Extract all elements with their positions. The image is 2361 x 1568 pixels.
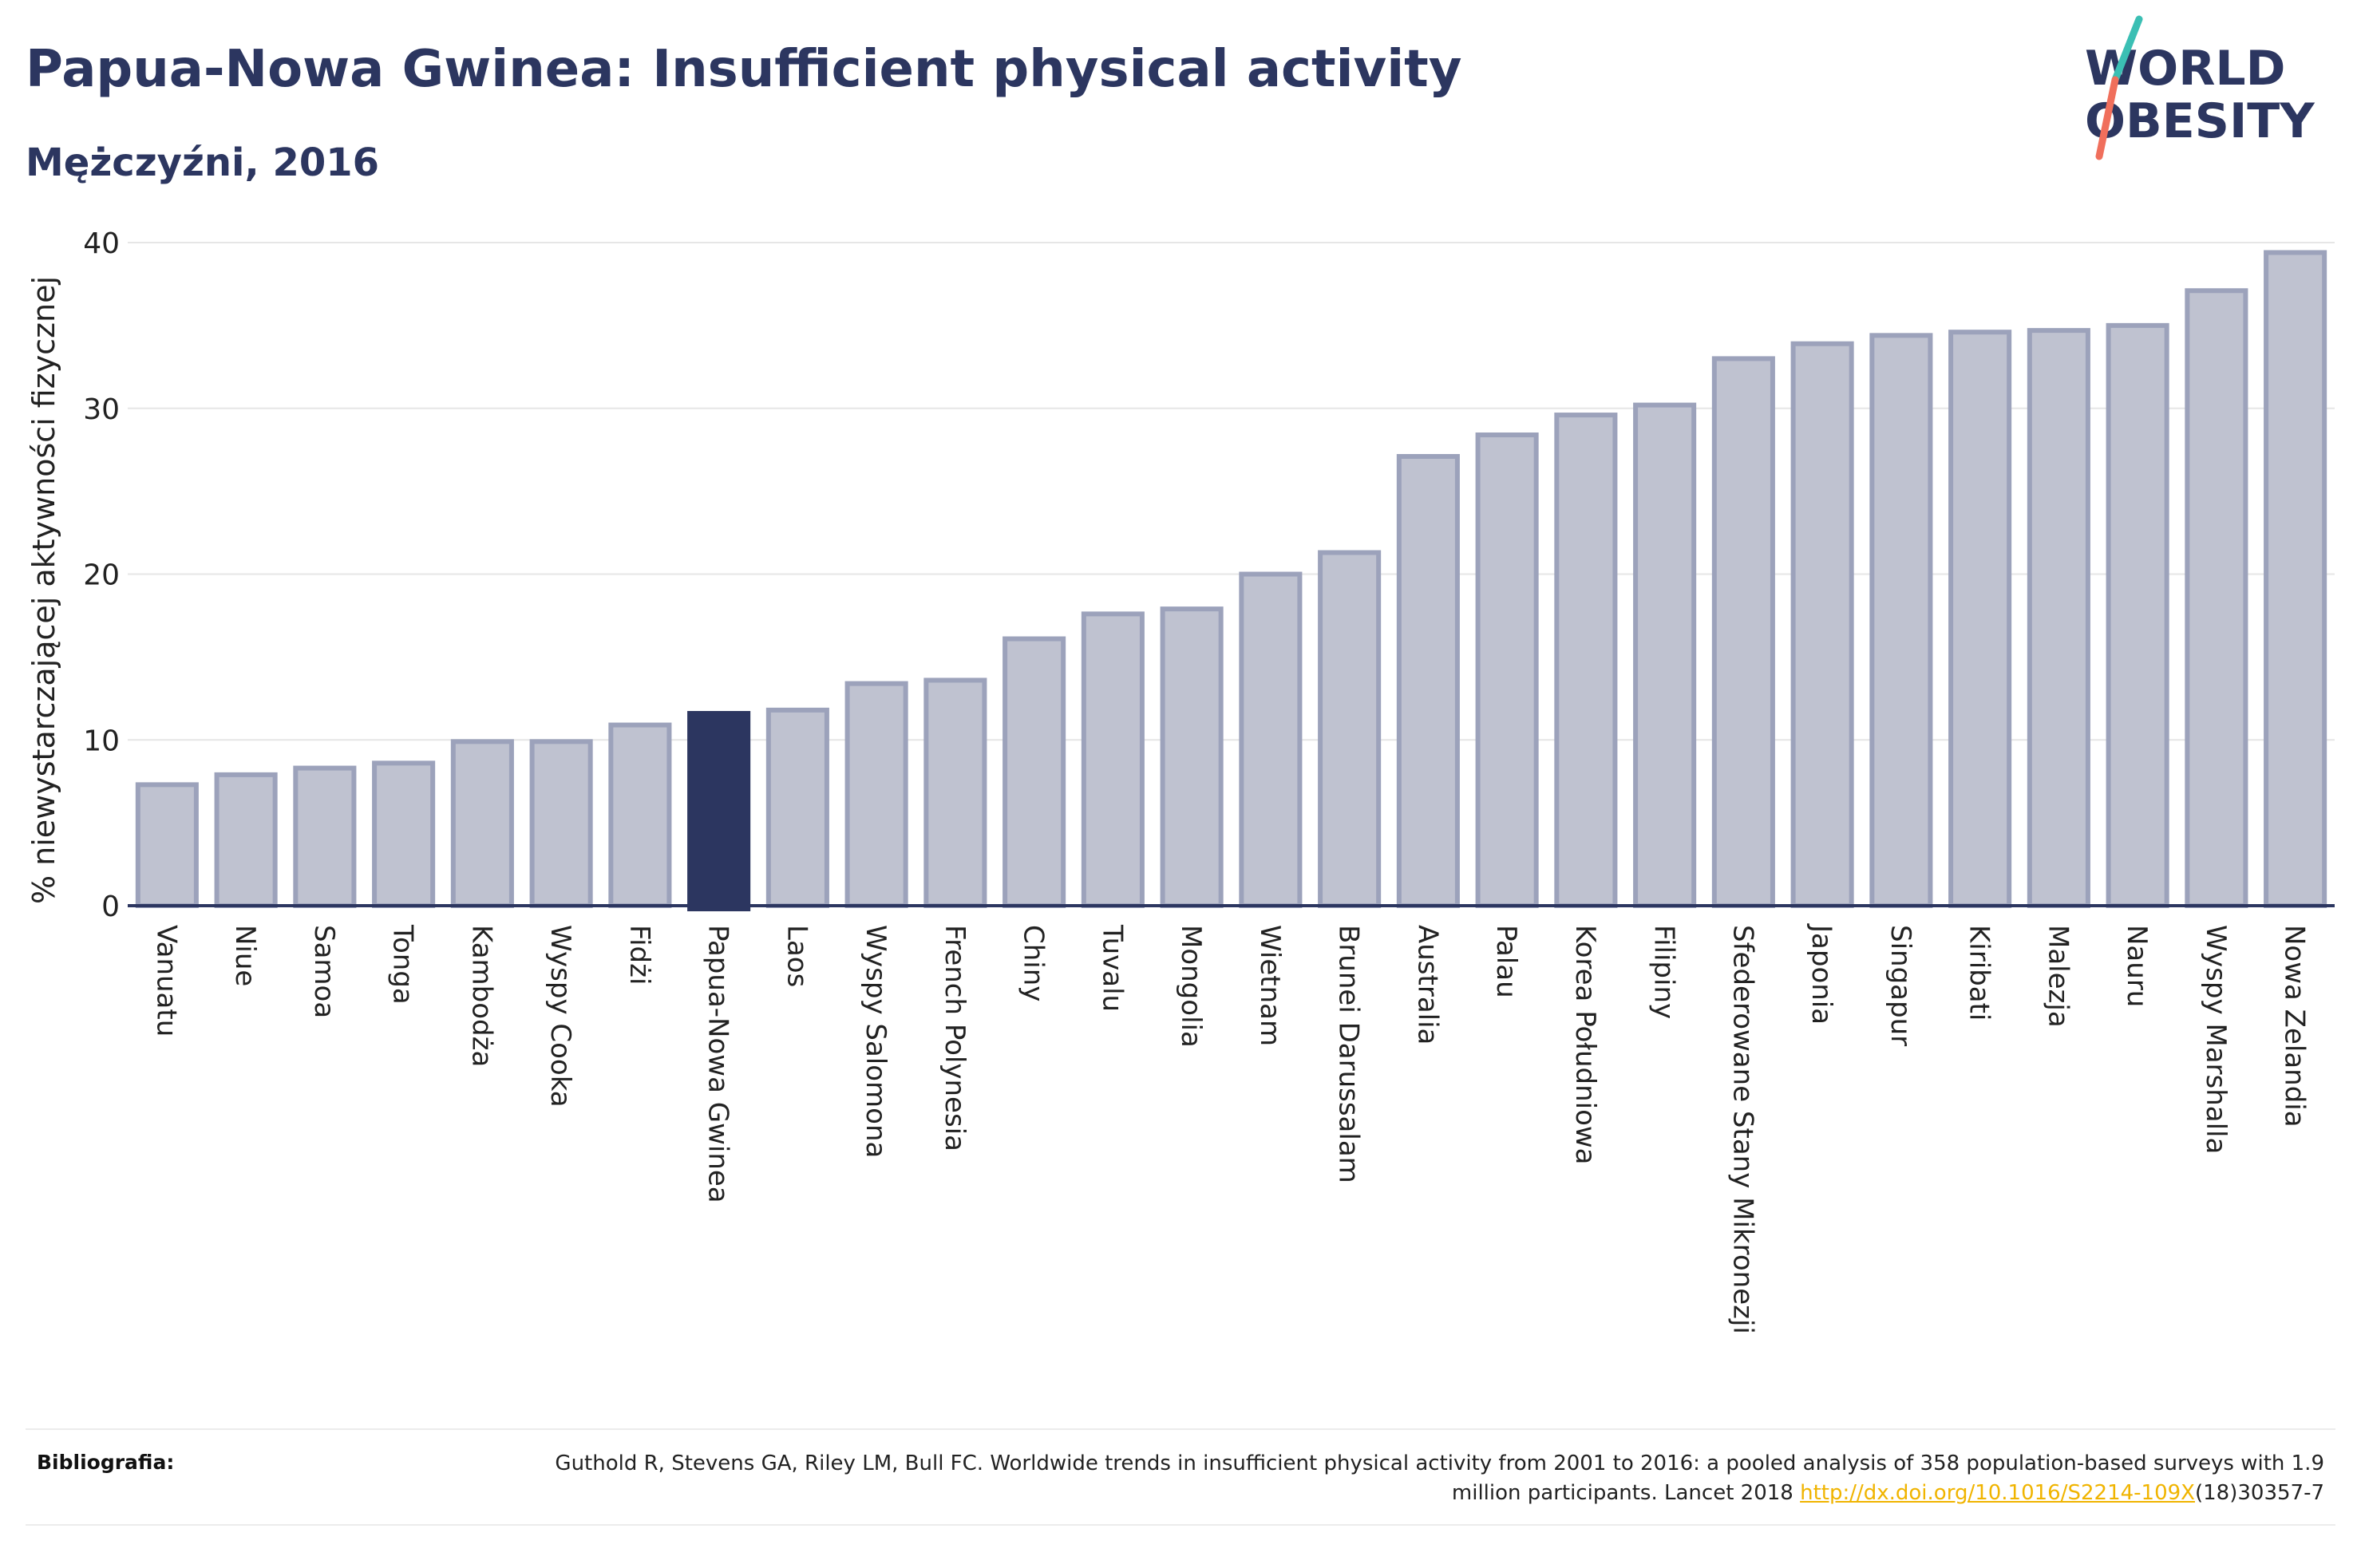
x-category-label: Laos <box>781 925 813 987</box>
x-category-label: Japonia <box>1805 923 1837 1025</box>
x-category-label: Malezja <box>2042 925 2074 1028</box>
bars <box>135 250 2327 912</box>
x-category-label: Brunei Darussalam <box>1333 925 1365 1183</box>
x-category-label: Palau <box>1490 925 1522 998</box>
bar <box>923 677 987 909</box>
x-category-label: Wyspy Salomona <box>860 925 892 1158</box>
x-category-label: Kambodża <box>465 925 497 1067</box>
x-category-label: Samoa <box>308 925 340 1018</box>
bar <box>2106 322 2169 908</box>
bar <box>1239 571 1303 908</box>
x-category-label: Nowa Zelandia <box>2279 925 2311 1128</box>
references-doi-link[interactable]: http://dx.doi.org/10.1016/S2214-109X <box>1800 1481 2195 1505</box>
x-category-label: Filipiny <box>1648 925 1680 1019</box>
bar-highlighted <box>687 711 751 912</box>
x-category-label: French Polynesia <box>939 925 971 1151</box>
bar <box>765 707 829 908</box>
y-tick-label: 0 <box>101 891 120 923</box>
chart-subtitle: Mężczyźni, 2016 <box>26 140 379 185</box>
bar <box>1003 636 1066 909</box>
bar <box>1554 413 1618 908</box>
x-category-label: Mongolia <box>1175 925 1207 1048</box>
bar <box>1081 611 1145 908</box>
bar <box>1633 402 1697 909</box>
y-tick-label: 40 <box>83 227 120 260</box>
x-category-label: Korea Południowa <box>1569 925 1601 1165</box>
x-category-label: Tuvalu <box>1096 924 1128 1012</box>
x-category-label: Wyspy Cooka <box>544 925 576 1108</box>
world-obesity-logo: WORLD OBESITY <box>2085 15 2316 160</box>
y-axis-ticks: 0 10 20 30 40 <box>83 227 120 923</box>
logo-word-obesity: OBESITY <box>2085 93 2316 149</box>
x-category-label: Wyspy Marshalla <box>2200 925 2232 1154</box>
logo-slash-teal <box>2111 15 2143 84</box>
bar <box>1711 356 1775 908</box>
bar <box>2027 328 2090 909</box>
x-axis-categories: Vanuatu Niue Samoa Tonga Kambodża Wyspy Cooka… <box>150 923 2310 1334</box>
logo-slash-coral <box>2095 76 2119 160</box>
y-axis-label: % niewystarczającej aktywności fizycznej <box>26 276 61 904</box>
bar <box>1318 550 1382 908</box>
x-category-label: Kiribati <box>1964 925 1995 1021</box>
x-category-label: Papua-Nowa Gwinea <box>702 925 734 1203</box>
references-panel: Bibliografia: Guthold R, Stevens GA, Ril… <box>26 1428 2335 1526</box>
x-category-label: Nauru <box>2121 925 2153 1007</box>
y-tick-label: 30 <box>83 393 120 426</box>
references-label: Bibliografia: <box>37 1451 175 1474</box>
bar <box>529 739 593 909</box>
x-category-label: Vanuatu <box>150 925 182 1037</box>
bar <box>2185 288 2248 908</box>
x-category-label: Fidżi <box>623 925 655 985</box>
y-tick-label: 10 <box>83 725 120 757</box>
bar <box>372 760 436 909</box>
bar <box>1869 333 1933 908</box>
x-category-label: Wietnam <box>1254 925 1286 1046</box>
x-category-label: Singapur <box>1884 925 1916 1046</box>
x-category-label: Niue <box>229 925 261 986</box>
bar <box>214 772 278 908</box>
bar <box>1475 432 1539 908</box>
bar <box>293 765 357 908</box>
x-category-label: Tonga <box>387 924 419 1005</box>
bar <box>450 739 514 909</box>
references-text: Guthold R, Stevens GA, Riley LM, Bull FC… <box>488 1449 2324 1508</box>
references-citation: Guthold R, Stevens GA, Riley LM, Bull FC… <box>555 1451 2324 1505</box>
y-tick-label: 20 <box>83 559 120 592</box>
x-category-label: Australia <box>1411 925 1443 1045</box>
references-citation-suffix: (18)30357-7 <box>2194 1481 2324 1505</box>
chart-title: Papua-Nowa Gwinea: Insufficient physical… <box>26 40 1461 99</box>
bar <box>1948 330 2012 908</box>
bar <box>1160 606 1224 908</box>
x-category-label: Sfederowane Stany Mikronezji <box>1726 925 1758 1334</box>
bar <box>1396 453 1460 908</box>
x-category-label: Chiny <box>1018 925 1050 1001</box>
bar <box>608 722 672 908</box>
bar <box>135 782 199 909</box>
bar <box>1790 341 1854 909</box>
bar <box>2264 250 2327 908</box>
bar <box>844 681 908 908</box>
